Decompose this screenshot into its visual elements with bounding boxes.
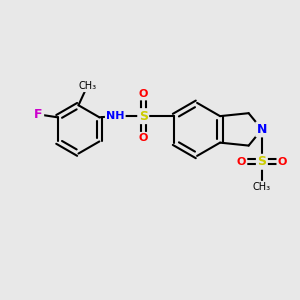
- Text: S: S: [139, 110, 148, 123]
- Text: O: O: [237, 157, 246, 167]
- Text: CH₃: CH₃: [78, 81, 96, 91]
- Text: S: S: [257, 155, 266, 168]
- Text: NH: NH: [106, 111, 124, 121]
- Text: CH₃: CH₃: [253, 182, 271, 192]
- Text: N: N: [257, 123, 267, 136]
- Text: O: O: [139, 133, 148, 143]
- Text: O: O: [278, 157, 287, 167]
- Text: F: F: [34, 108, 43, 121]
- Text: O: O: [139, 89, 148, 99]
